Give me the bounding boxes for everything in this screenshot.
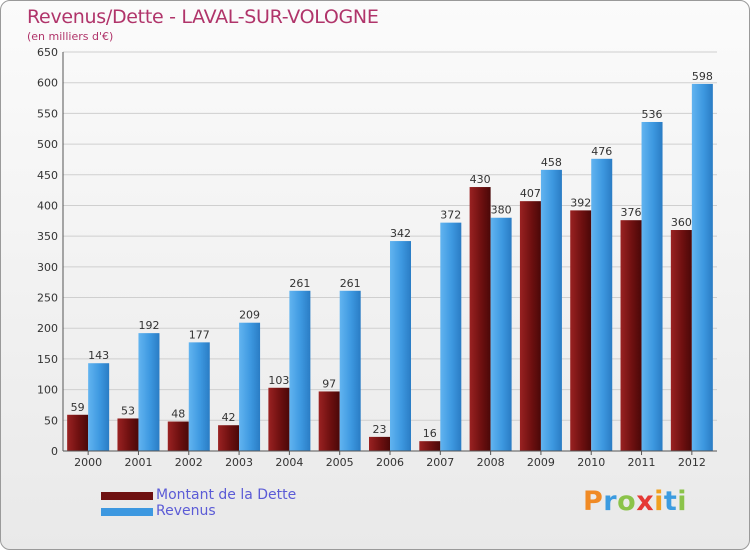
data-label: 380: [491, 204, 512, 217]
legend-swatch-debt: [101, 492, 153, 500]
bar-debt: [620, 220, 642, 451]
y-tick-label: 550: [37, 107, 58, 120]
bar-debt: [167, 421, 189, 451]
data-label: 23: [373, 423, 387, 436]
y-tick-label: 100: [37, 384, 58, 397]
data-label: 392: [570, 196, 591, 209]
bar-revenue: [88, 363, 110, 451]
bar-debt: [218, 425, 240, 451]
logo-letter: P: [583, 486, 604, 517]
bar-revenue: [540, 169, 562, 451]
data-label: 360: [671, 216, 692, 229]
bar-debt: [318, 391, 340, 451]
y-tick-label: 250: [37, 292, 58, 305]
data-label: 261: [289, 277, 310, 290]
y-tick-label: 150: [37, 353, 58, 366]
data-label: 16: [423, 427, 437, 440]
data-label: 372: [440, 209, 461, 222]
bar-revenue: [591, 158, 613, 451]
x-tick-label: 2006: [376, 456, 404, 469]
bar-debt: [419, 441, 441, 451]
y-tick-label: 200: [37, 322, 58, 335]
bar-debt: [469, 187, 491, 452]
data-label: 59: [71, 401, 85, 414]
logo-letter: t: [663, 486, 678, 517]
logo-letter: o: [617, 486, 637, 517]
data-labels: 59 143 53 192 48 177 42 209 103 261 97 261 23 342 16 37…: [71, 70, 713, 440]
data-label: 430: [470, 173, 491, 186]
x-tick-label: 2011: [628, 456, 656, 469]
logo-letter: x: [636, 486, 655, 517]
x-tick-label: 2010: [577, 456, 605, 469]
y-tick-label: 350: [37, 230, 58, 243]
legend-label-revenue: Revenus: [156, 503, 216, 519]
bar-debt: [117, 418, 139, 451]
bar-revenue: [641, 121, 663, 452]
data-label: 536: [642, 108, 663, 121]
bar-revenue: [440, 222, 462, 451]
x-tick-label: 2007: [426, 456, 454, 469]
bar-revenue: [289, 290, 311, 451]
data-label: 342: [390, 227, 411, 240]
data-label: 476: [591, 145, 612, 158]
data-label: 177: [189, 328, 210, 341]
data-label: 261: [340, 277, 361, 290]
x-tick-label: 2008: [477, 456, 505, 469]
data-label: 97: [322, 377, 336, 390]
y-tick-label: 600: [37, 77, 58, 90]
bar-revenue: [239, 322, 261, 451]
data-label: 48: [171, 408, 185, 421]
chart-subtitle: (en milliers d'€): [27, 30, 114, 43]
x-tick-label: 2002: [175, 456, 203, 469]
legend-label-debt: Montant de la Dette: [156, 487, 297, 503]
data-label: 209: [239, 309, 260, 322]
x-tick-label: 2009: [527, 456, 555, 469]
data-label: 407: [520, 187, 541, 200]
bar-debt: [268, 387, 290, 451]
bar-revenue: [138, 333, 160, 451]
data-label: 376: [621, 206, 642, 219]
axes: 0 50 100 150 200 250 300 350 400 450 500 550 600 650 2…: [37, 46, 717, 469]
proxiti-logo: Proxiti: [583, 486, 687, 517]
x-tick-label: 2005: [326, 456, 354, 469]
data-label: 103: [268, 374, 289, 387]
x-tick-label: 2004: [275, 456, 303, 469]
chart-title: Revenus/Dette - LAVAL-SUR-VOLOGNE: [27, 6, 379, 28]
bar-revenue: [691, 83, 713, 452]
x-tick-label: 2012: [678, 456, 706, 469]
y-tick-label: 450: [37, 169, 58, 182]
data-label: 143: [88, 349, 109, 362]
data-label: 598: [692, 70, 713, 83]
y-tick-label: 50: [44, 414, 58, 427]
bar-debt: [670, 230, 692, 451]
bar-revenue: [339, 290, 361, 451]
x-tick-label: 2003: [225, 456, 253, 469]
x-tick-label: 2001: [124, 456, 152, 469]
y-tick-label: 0: [51, 445, 58, 458]
bars: [67, 83, 713, 452]
y-tick-label: 500: [37, 138, 58, 151]
bar-revenue: [490, 217, 512, 451]
logo-letter: i: [677, 486, 688, 517]
legend-swatch-revenue: [101, 508, 153, 516]
bar-debt: [67, 414, 89, 451]
bar-revenue: [188, 342, 210, 451]
data-label: 192: [138, 319, 159, 332]
bar-debt: [570, 210, 592, 451]
data-label: 42: [222, 411, 236, 424]
y-tick-label: 650: [37, 46, 58, 59]
logo-letter: i: [654, 486, 664, 517]
bar-debt: [519, 201, 541, 451]
bar-debt: [369, 436, 390, 451]
y-tick-label: 400: [37, 199, 58, 212]
data-label: 458: [541, 156, 562, 169]
y-tick-label: 300: [37, 261, 58, 274]
bar-revenue: [390, 241, 411, 451]
logo-letter: r: [603, 486, 618, 517]
x-tick-label: 2000: [74, 456, 102, 469]
data-label: 53: [121, 404, 135, 417]
